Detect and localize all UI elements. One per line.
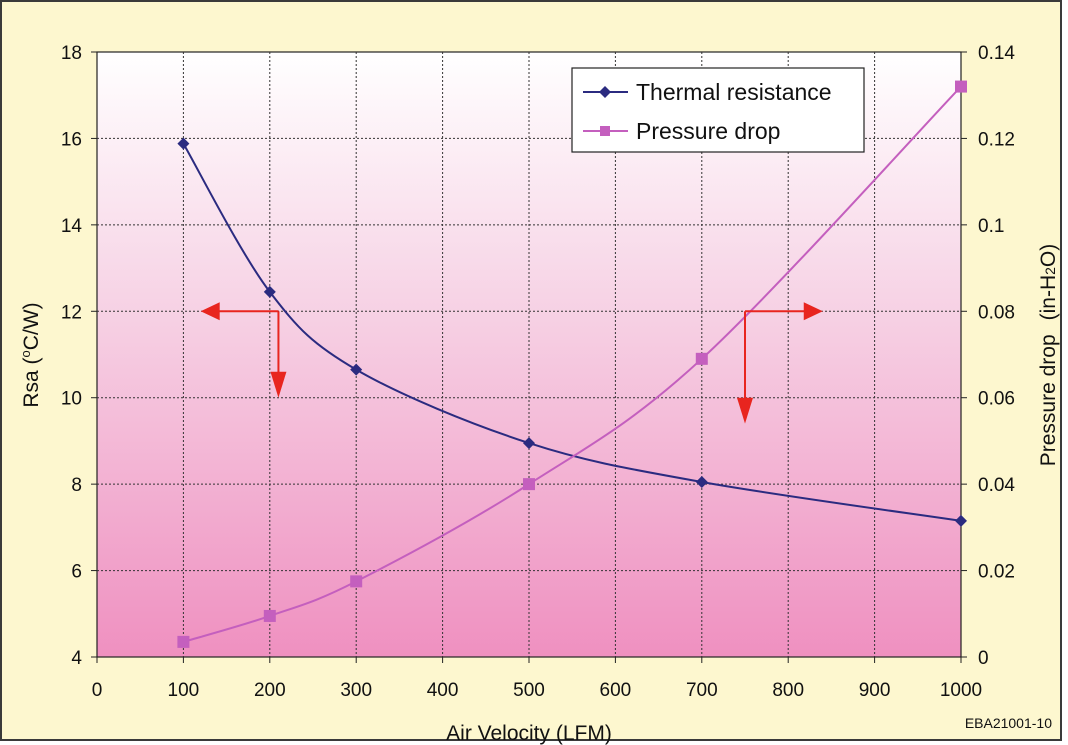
y2-tick-label: 0.06 xyxy=(978,389,1015,410)
arrow-down-head xyxy=(270,371,287,398)
x-tick-label: 1000 xyxy=(940,680,982,701)
y2-axis-title: Pressure drop(in-H2O) xyxy=(1037,244,1060,467)
data-point-thermal xyxy=(523,437,535,450)
x-tick-label: 0 xyxy=(92,680,103,701)
y-tick-label: 10 xyxy=(61,389,82,410)
arrow-down-head-2 xyxy=(737,397,753,424)
y-tick-label: 8 xyxy=(71,475,82,496)
data-point-thermal xyxy=(177,137,190,150)
data-point-thermal xyxy=(695,475,708,488)
data-point-thermal xyxy=(263,285,276,298)
series-layer xyxy=(177,80,967,648)
legend: Thermal resistance Pressure drop xyxy=(571,67,865,153)
y-tick-label: 6 xyxy=(71,562,82,583)
legend-marker-pressure xyxy=(600,126,610,136)
x-tick-label: 800 xyxy=(772,680,804,701)
legend-box xyxy=(571,67,865,153)
figure-code: EBA21001-10 xyxy=(965,715,1052,731)
data-point-pressure xyxy=(955,80,967,93)
x-tick-label: 600 xyxy=(600,680,632,701)
y2-tick-label: 0.12 xyxy=(978,129,1015,150)
x-tick-label: 400 xyxy=(427,680,459,701)
data-point-pressure xyxy=(177,635,190,648)
x-tick-label: 100 xyxy=(168,680,200,701)
y-axis-title: Rsa (oC/W) xyxy=(18,302,43,407)
y2-tick-label: 0.08 xyxy=(978,302,1015,323)
y-axis-left: 4 6 8 10 12 14 16 18 xyxy=(61,43,97,669)
data-point-thermal xyxy=(350,363,363,376)
legend-label-thermal: Thermal resistance xyxy=(636,79,832,105)
y2-tick-label: 0.02 xyxy=(978,562,1015,583)
x-axis-title: Air Velocity (LFM) xyxy=(446,722,612,745)
y-axis-right: 0 0.02 0.04 0.06 0.08 0.1 0.12 0.14 xyxy=(961,43,1015,669)
y2-tick-label: 0.14 xyxy=(978,43,1015,64)
series-line-thermal xyxy=(182,143,962,522)
y2-tick-label: 0.04 xyxy=(978,475,1015,496)
x-axis: 0 100 200 300 400 500 600 700 800 900 1000 xyxy=(92,657,982,701)
arrow-right-head xyxy=(803,302,823,321)
x-tick-label: 300 xyxy=(340,680,372,701)
y2-tick-label: 0.1 xyxy=(978,216,1004,237)
data-point-thermal xyxy=(955,514,967,527)
data-point-pressure xyxy=(263,609,276,622)
x-tick-label: 500 xyxy=(513,680,545,701)
x-tick-label: 700 xyxy=(686,680,718,701)
y-tick-label: 12 xyxy=(61,302,82,323)
x-tick-label: 900 xyxy=(859,680,891,701)
x-tick-label: 200 xyxy=(254,680,286,701)
y-tick-label: 18 xyxy=(61,43,82,64)
y-tick-label: 16 xyxy=(61,129,82,150)
data-point-pressure xyxy=(523,478,535,491)
y-tick-label: 4 xyxy=(71,648,82,669)
data-point-pressure xyxy=(350,575,363,588)
y-tick-label: 14 xyxy=(61,216,83,237)
y2-tick-label: 0 xyxy=(978,648,989,669)
legend-marker-thermal xyxy=(599,86,611,98)
grid xyxy=(97,52,961,657)
legend-label-pressure: Pressure drop xyxy=(636,118,780,144)
annotation-arrows xyxy=(200,302,823,424)
data-point-pressure xyxy=(695,352,708,365)
arrow-left-head xyxy=(200,302,220,321)
